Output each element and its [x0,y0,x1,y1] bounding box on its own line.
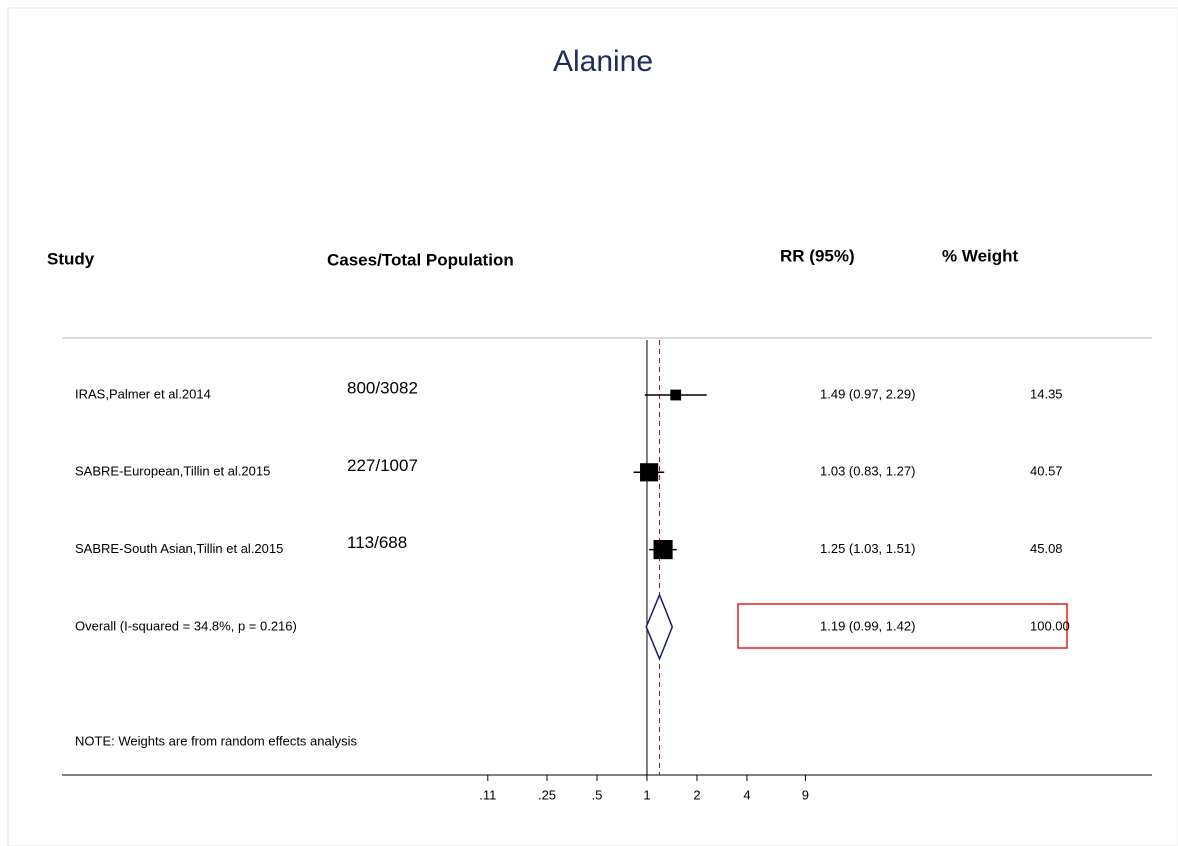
weight-label: 14.35 [1030,386,1063,401]
header-weight: % Weight [942,246,1019,265]
weight-label: 45.08 [1030,541,1063,556]
rr-label: 1.19 (0.99, 1.42) [820,618,915,633]
x-tick-label: 4 [743,787,750,802]
header-cases: Cases/Total Population [327,250,514,269]
header-study: Study [47,249,95,268]
study-name: SABRE-European,Tillin et al.2015 [75,464,270,479]
x-tick-label: 2 [693,787,700,802]
weight-label: 40.57 [1030,464,1063,479]
study-name: IRAS,Palmer et al.2014 [75,386,211,401]
x-tick-label: 1 [643,787,650,802]
overall-diamond [645,592,674,661]
rr-label: 1.25 (1.03, 1.51) [820,541,915,556]
study-cases: 113/688 [347,533,407,552]
rr-label: 1.03 (0.83, 1.27) [820,464,915,479]
weight-label: 100.00 [1030,618,1070,633]
study-box [653,540,673,560]
note: NOTE: Weights are from random effects an… [75,733,358,748]
x-tick-label: 9 [802,787,809,802]
study-box [640,463,659,482]
header-rr: RR (95%) [780,246,855,265]
study-cases: 227/1007 [347,456,418,475]
study-box [670,389,682,401]
frame [7,7,1178,846]
chart-title: Alanine [553,45,653,78]
overall-name: Overall (I-squared = 34.8%, p = 0.216) [75,618,297,633]
highlight-box [737,603,1068,649]
x-tick-label: .5 [592,787,603,802]
x-tick-label: .11 [479,787,496,802]
study-name: SABRE-South Asian,Tillin et al.2015 [75,541,283,556]
study-cases: 800/3082 [347,378,418,397]
x-tick-label: .25 [538,787,556,802]
rr-label: 1.49 (0.97, 2.29) [820,386,915,401]
